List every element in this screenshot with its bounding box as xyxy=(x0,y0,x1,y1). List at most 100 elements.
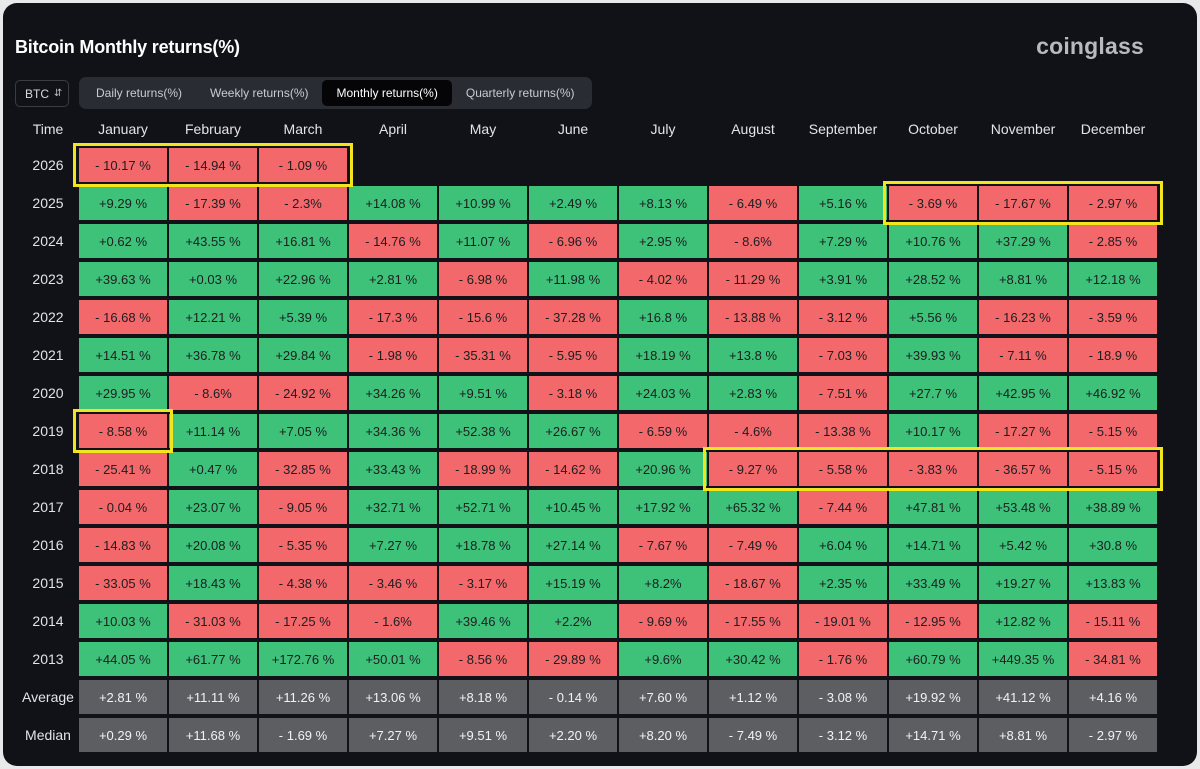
heatmap-cell: - 7.11 % xyxy=(978,337,1068,373)
row-label-2026: 2026 xyxy=(32,157,64,173)
heatmap-cell: - 6.96 % xyxy=(528,223,618,259)
heatmap-cell: - 6.49 % xyxy=(708,185,798,221)
summary-cell: +11.11 % xyxy=(168,679,258,715)
heatmap-cell: +8.2% xyxy=(618,565,708,601)
heatmap-cell: +18.43 % xyxy=(168,565,258,601)
heatmap-cell: - 11.29 % xyxy=(708,261,798,297)
heatmap-cell: - 0.04 % xyxy=(78,489,168,525)
row-label-2021: 2021 xyxy=(32,347,64,363)
heatmap-cell: +0.47 % xyxy=(168,451,258,487)
summary-cell: +1.12 % xyxy=(708,679,798,715)
tab-quarterly-returns[interactable]: Quarterly returns(%) xyxy=(465,86,575,100)
heatmap-cell: +19.27 % xyxy=(978,565,1068,601)
heatmap-cell: +20.08 % xyxy=(168,527,258,563)
heatmap-cell: - 29.89 % xyxy=(528,641,618,677)
heatmap-cell: +13.8 % xyxy=(708,337,798,373)
heatmap-cell: +32.71 % xyxy=(348,489,438,525)
row-label-median: Median xyxy=(25,727,71,743)
heatmap-cell xyxy=(978,147,1068,183)
heatmap-cell: - 8.6% xyxy=(708,223,798,259)
heatmap-cell: +29.84 % xyxy=(258,337,348,373)
heatmap-cell: - 6.98 % xyxy=(438,261,528,297)
heatmap-cell: - 24.92 % xyxy=(258,375,348,411)
heatmap-cell: - 7.44 % xyxy=(798,489,888,525)
heatmap-cell: - 1.09 % xyxy=(258,147,348,183)
heatmap-cell: +0.03 % xyxy=(168,261,258,297)
summary-cell: +13.06 % xyxy=(348,679,438,715)
chevron-updown-icon: ⇵ xyxy=(54,88,63,99)
heatmap-cell: - 32.85 % xyxy=(258,451,348,487)
heatmap-cell xyxy=(888,147,978,183)
heatmap-cell: +8.81 % xyxy=(978,261,1068,297)
row-label-2018: 2018 xyxy=(32,461,64,477)
heatmap-cell: - 3.83 % xyxy=(888,451,978,487)
heatmap-cell: - 25.41 % xyxy=(78,451,168,487)
heatmap-cell: - 14.83 % xyxy=(78,527,168,563)
heatmap-cell: - 9.27 % xyxy=(708,451,798,487)
heatmap-cell: - 3.59 % xyxy=(1068,299,1158,335)
summary-cell: - 1.69 % xyxy=(258,717,348,753)
tab-weekly-returns[interactable]: Weekly returns(%) xyxy=(210,86,309,100)
heatmap-cell: +26.67 % xyxy=(528,413,618,449)
heatmap-cell: - 3.46 % xyxy=(348,565,438,601)
column-header-may: May xyxy=(469,121,497,137)
heatmap-cell: +52.71 % xyxy=(438,489,528,525)
column-header-january: January xyxy=(98,121,148,137)
asset-select[interactable]: BTC ⇵ xyxy=(15,80,69,107)
heatmap-cell: - 3.18 % xyxy=(528,375,618,411)
row-label-2019: 2019 xyxy=(32,423,64,439)
heatmap-cell: - 19.01 % xyxy=(798,603,888,639)
heatmap-cell xyxy=(438,147,528,183)
heatmap-cell: +15.19 % xyxy=(528,565,618,601)
heatmap-cell: +24.03 % xyxy=(618,375,708,411)
heatmap-cell: +5.42 % xyxy=(978,527,1068,563)
summary-cell: - 0.14 % xyxy=(528,679,618,715)
heatmap-cell: +2.95 % xyxy=(618,223,708,259)
heatmap-cell: +6.04 % xyxy=(798,527,888,563)
summary-cell: +11.68 % xyxy=(168,717,258,753)
summary-cell: +8.81 % xyxy=(978,717,1068,753)
heatmap-cell: - 35.31 % xyxy=(438,337,528,373)
heatmap-cell: +39.46 % xyxy=(438,603,528,639)
heatmap-cell: +9.6% xyxy=(618,641,708,677)
heatmap-cell: +10.99 % xyxy=(438,185,528,221)
heatmap-cell: +10.17 % xyxy=(888,413,978,449)
heatmap-cell xyxy=(528,147,618,183)
summary-cell: +2.81 % xyxy=(78,679,168,715)
tab-monthly-returns[interactable]: Monthly returns(%) xyxy=(322,80,452,106)
tab-daily-returns[interactable]: Daily returns(%) xyxy=(96,86,183,100)
heatmap-cell: - 37.28 % xyxy=(528,299,618,335)
heatmap-cell: +34.36 % xyxy=(348,413,438,449)
heatmap-cell: +65.32 % xyxy=(708,489,798,525)
heatmap-cell: +14.71 % xyxy=(888,527,978,563)
heatmap-cell: +10.45 % xyxy=(528,489,618,525)
row-label-2015: 2015 xyxy=(32,575,64,591)
heatmap-cell: - 5.15 % xyxy=(1068,413,1158,449)
heatmap-cell: - 4.38 % xyxy=(258,565,348,601)
heatmap-cell: - 5.58 % xyxy=(798,451,888,487)
heatmap-cell: - 2.3% xyxy=(258,185,348,221)
heatmap-cell: +14.51 % xyxy=(78,337,168,373)
heatmap-cell: +7.05 % xyxy=(258,413,348,449)
heatmap-cell: - 12.95 % xyxy=(888,603,978,639)
heatmap-cell: - 17.55 % xyxy=(708,603,798,639)
heatmap-cell: - 8.56 % xyxy=(438,641,528,677)
returns-panel: Bitcoin Monthly returns(%) coinglass BTC… xyxy=(3,3,1197,766)
heatmap-cell: +61.77 % xyxy=(168,641,258,677)
summary-cell: +11.26 % xyxy=(258,679,348,715)
heatmap-cell: +2.81 % xyxy=(348,261,438,297)
heatmap-cell: +0.62 % xyxy=(78,223,168,259)
summary-cell: +41.12 % xyxy=(978,679,1068,715)
row-label-2013: 2013 xyxy=(32,651,64,667)
heatmap-cell: - 9.05 % xyxy=(258,489,348,525)
heatmap-cell: - 14.76 % xyxy=(348,223,438,259)
row-label-2022: 2022 xyxy=(32,309,64,325)
heatmap-cell: - 18.9 % xyxy=(1068,337,1158,373)
summary-cell: +8.18 % xyxy=(438,679,528,715)
heatmap-cell: +30.8 % xyxy=(1068,527,1158,563)
heatmap-cell: +5.39 % xyxy=(258,299,348,335)
heatmap-cell: - 8.58 % xyxy=(78,413,168,449)
heatmap-cell: +44.05 % xyxy=(78,641,168,677)
heatmap-cell: +60.79 % xyxy=(888,641,978,677)
heatmap-cell: - 13.38 % xyxy=(798,413,888,449)
